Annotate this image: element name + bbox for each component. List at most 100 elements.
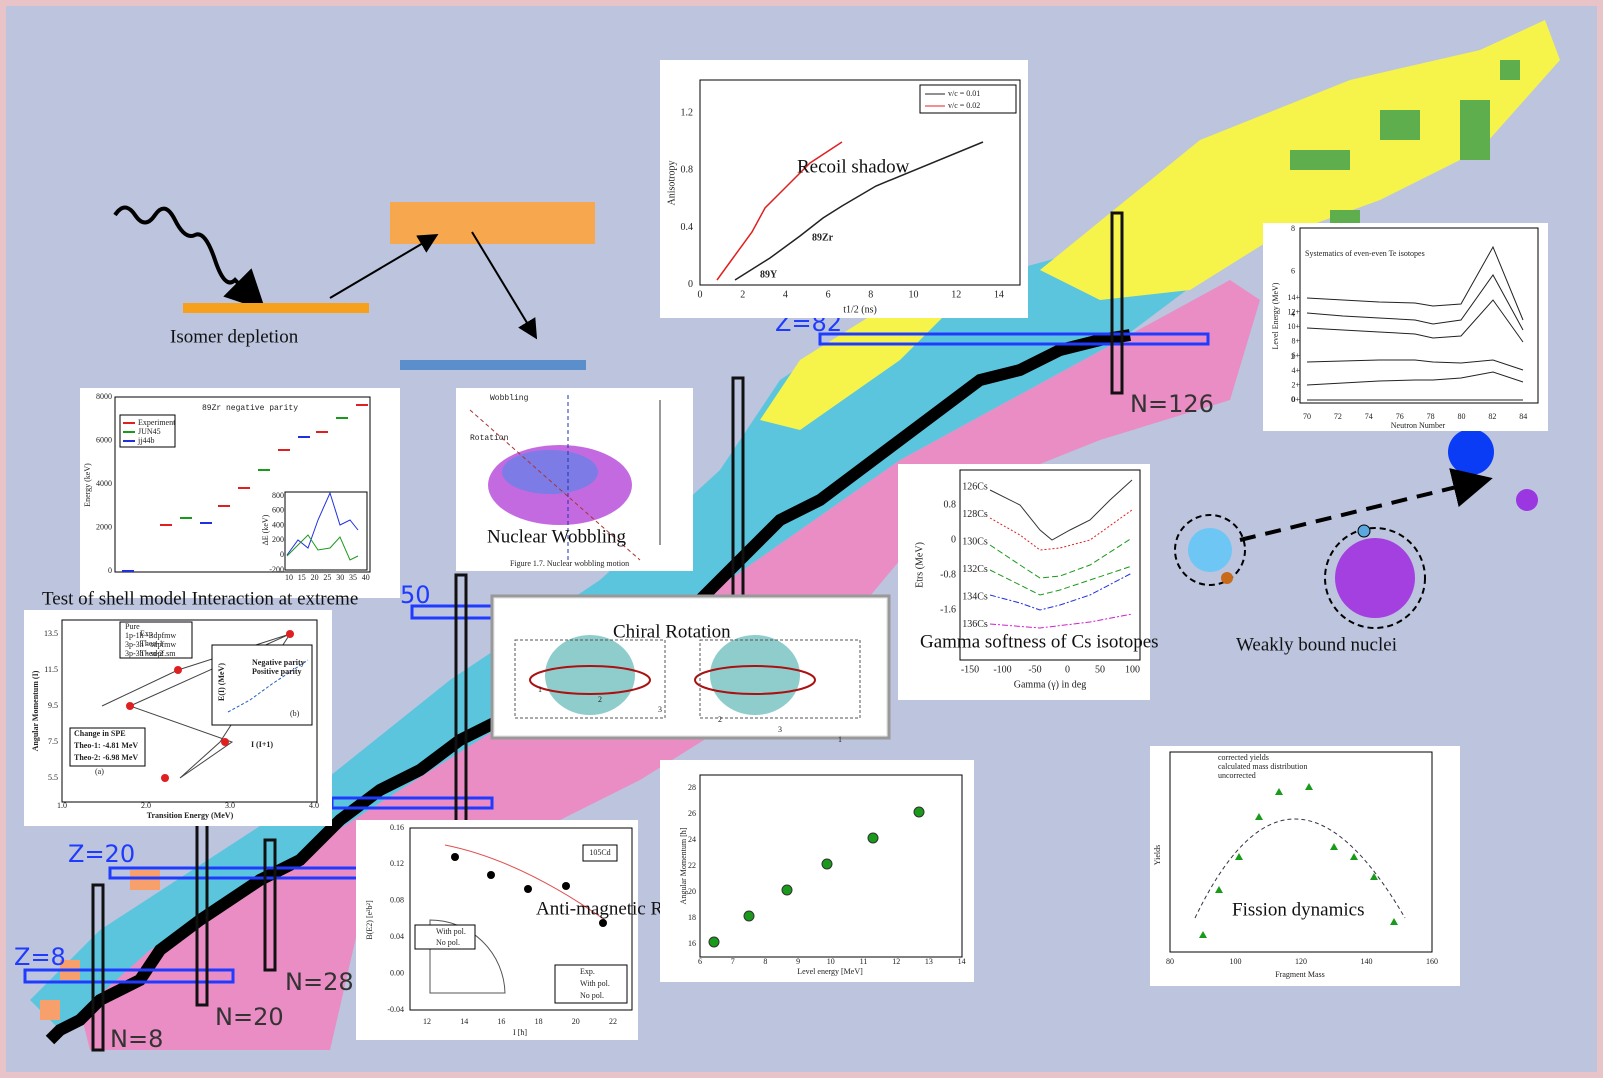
x-tick-label: 160 bbox=[1426, 957, 1438, 966]
y-tick-label: 4000 bbox=[96, 479, 112, 488]
y-tick-label: 0 bbox=[108, 566, 112, 575]
axis-label: t1/2 (ns) bbox=[843, 304, 877, 315]
annotation: 89Zr bbox=[812, 232, 834, 243]
legend-label: 3p-3h - sdpf.sm bbox=[125, 649, 176, 658]
y-tick-label: 0.12 bbox=[390, 859, 404, 868]
y-tick-label: 8 bbox=[1291, 224, 1295, 233]
fission-panel bbox=[1150, 746, 1460, 986]
caption: Fission dynamics bbox=[1232, 899, 1364, 920]
axis-label: Transition Energy (MeV) bbox=[147, 811, 234, 820]
angmom-panel bbox=[660, 760, 974, 982]
y-tick-label: 18 bbox=[688, 913, 696, 922]
x-tick-label: 70 bbox=[1303, 412, 1311, 421]
isotope-label: 132Cs bbox=[962, 564, 988, 575]
isotope-label: 126Cs bbox=[962, 481, 988, 492]
y-tick-label: 28 bbox=[688, 783, 696, 792]
axis-number: 1 bbox=[538, 685, 542, 694]
x-tick-label: -50 bbox=[1028, 664, 1041, 675]
x-tick-label: 3.0 bbox=[225, 801, 235, 810]
x-tick-label: 30 bbox=[336, 573, 344, 582]
x-tick-label: 4.0 bbox=[309, 801, 319, 810]
slide: Z=8 Z=20 50 Z=82 N=126 N=28 N=20 N=8 Iso… bbox=[0, 0, 1603, 1078]
y-tick-label: 16 bbox=[688, 939, 696, 948]
x-tick-label: 2.0 bbox=[141, 801, 151, 810]
y-tick-label: 22 bbox=[688, 861, 696, 870]
x-tick-label: 82 bbox=[1488, 412, 1496, 421]
axis-label: ΔE (keV) bbox=[261, 514, 270, 545]
x-tick-label: 11 bbox=[860, 957, 868, 966]
spin-label: 6+ bbox=[1291, 351, 1300, 360]
x-tick-label: 0 bbox=[1065, 664, 1070, 675]
magic-label: N=28 bbox=[285, 968, 354, 996]
x-tick-label: 12 bbox=[892, 957, 900, 966]
x-tick-label: 14 bbox=[958, 957, 966, 966]
x-tick-label: 50 bbox=[1095, 664, 1105, 675]
page: {"captions":{"isomer":"Isomer depletion"… bbox=[0, 0, 1603, 1078]
magic-label: N=8 bbox=[110, 1025, 163, 1053]
spin-label: 8+ bbox=[1291, 337, 1300, 346]
x-tick-label: 20 bbox=[311, 573, 319, 582]
y-tick-label: 600 bbox=[272, 506, 284, 515]
y-tick-label: 0.8 bbox=[681, 165, 694, 176]
legend-label: corrected yields bbox=[1218, 753, 1269, 762]
x-tick-label: 15 bbox=[298, 573, 306, 582]
legend-label: v/c = 0.01 bbox=[948, 89, 980, 98]
x-tick-label: 6 bbox=[698, 957, 702, 966]
legend-label: jj44b bbox=[137, 436, 154, 445]
x-tick-label: 1.0 bbox=[57, 801, 67, 810]
legend-label: Exp. bbox=[580, 967, 595, 976]
legend-label: calculated mass distribution bbox=[1218, 762, 1307, 771]
x-tick-label: 100 bbox=[1125, 664, 1140, 675]
spin-label: 2+ bbox=[1291, 380, 1300, 389]
legend-label: 1p-1h - sdpfmw bbox=[125, 631, 176, 640]
legend-label: v/c = 0.02 bbox=[948, 101, 980, 110]
x-tick-label: -100 bbox=[993, 664, 1011, 675]
y-tick-label: 24 bbox=[688, 835, 696, 844]
x-tick-label: 20 bbox=[572, 1017, 580, 1026]
axis-label: I [ħ] bbox=[513, 1028, 527, 1037]
legend-label: JUN45 bbox=[138, 427, 161, 436]
y-tick-label: 8000 bbox=[96, 392, 112, 401]
x-tick-label: 14 bbox=[994, 289, 1004, 300]
label: Wobbling bbox=[490, 394, 529, 403]
axis-label: Level energy [MeV] bbox=[797, 967, 863, 976]
legend-label: No pol. bbox=[580, 991, 604, 1000]
axis-number: 1 bbox=[838, 735, 842, 744]
y-tick-label: 0.04 bbox=[390, 932, 404, 941]
x-tick-label: 13 bbox=[925, 957, 933, 966]
axis-label: Neutron Number bbox=[1391, 421, 1446, 430]
x-tick-label: 35 bbox=[349, 573, 357, 582]
axis-label: I (I+1) bbox=[251, 740, 273, 749]
annotation: (b) bbox=[290, 709, 300, 718]
caption: Isomer depletion bbox=[170, 326, 299, 347]
x-tick-label: 78 bbox=[1427, 412, 1435, 421]
spin-label: 0+ bbox=[1291, 395, 1300, 404]
axis-label: B(E2) [e²b²] bbox=[365, 900, 374, 940]
x-tick-label: 10 bbox=[909, 289, 919, 300]
spin-label: 10+ bbox=[1287, 322, 1300, 331]
x-tick-label: 84 bbox=[1519, 412, 1527, 421]
y-tick-label: 0.8 bbox=[944, 499, 957, 510]
y-tick-label: 0.08 bbox=[390, 896, 404, 905]
x-tick-label: 8 bbox=[763, 957, 767, 966]
y-tick-label: -1.6 bbox=[940, 604, 956, 615]
x-tick-label: 12 bbox=[423, 1017, 431, 1026]
axis-label: Yields bbox=[1153, 845, 1162, 865]
y-tick-label: 1.2 bbox=[681, 107, 694, 118]
annotation: 105Cd bbox=[589, 848, 610, 857]
y-tick-label: 800 bbox=[272, 491, 284, 500]
annotation: Theo-1: -4.81 MeV bbox=[74, 741, 138, 750]
y-tick-label: 11.5 bbox=[44, 665, 58, 674]
x-tick-label: 10 bbox=[285, 573, 293, 582]
axis-label: Level Energy (MeV) bbox=[1271, 282, 1280, 349]
panel-title: 89Zr negative parity bbox=[202, 404, 298, 413]
x-tick-label: 2 bbox=[740, 289, 745, 300]
magic-label: N=126 bbox=[1130, 390, 1214, 418]
axis-label: Fragment Mass bbox=[1275, 970, 1325, 979]
y-tick-label: 20 bbox=[688, 887, 696, 896]
axis-label: Gamma (γ) in deg bbox=[1014, 679, 1086, 690]
y-tick-label: 400 bbox=[272, 520, 284, 529]
y-tick-label: 2000 bbox=[96, 522, 112, 531]
label: Rotation bbox=[470, 434, 509, 443]
cs-panel bbox=[898, 464, 1150, 700]
